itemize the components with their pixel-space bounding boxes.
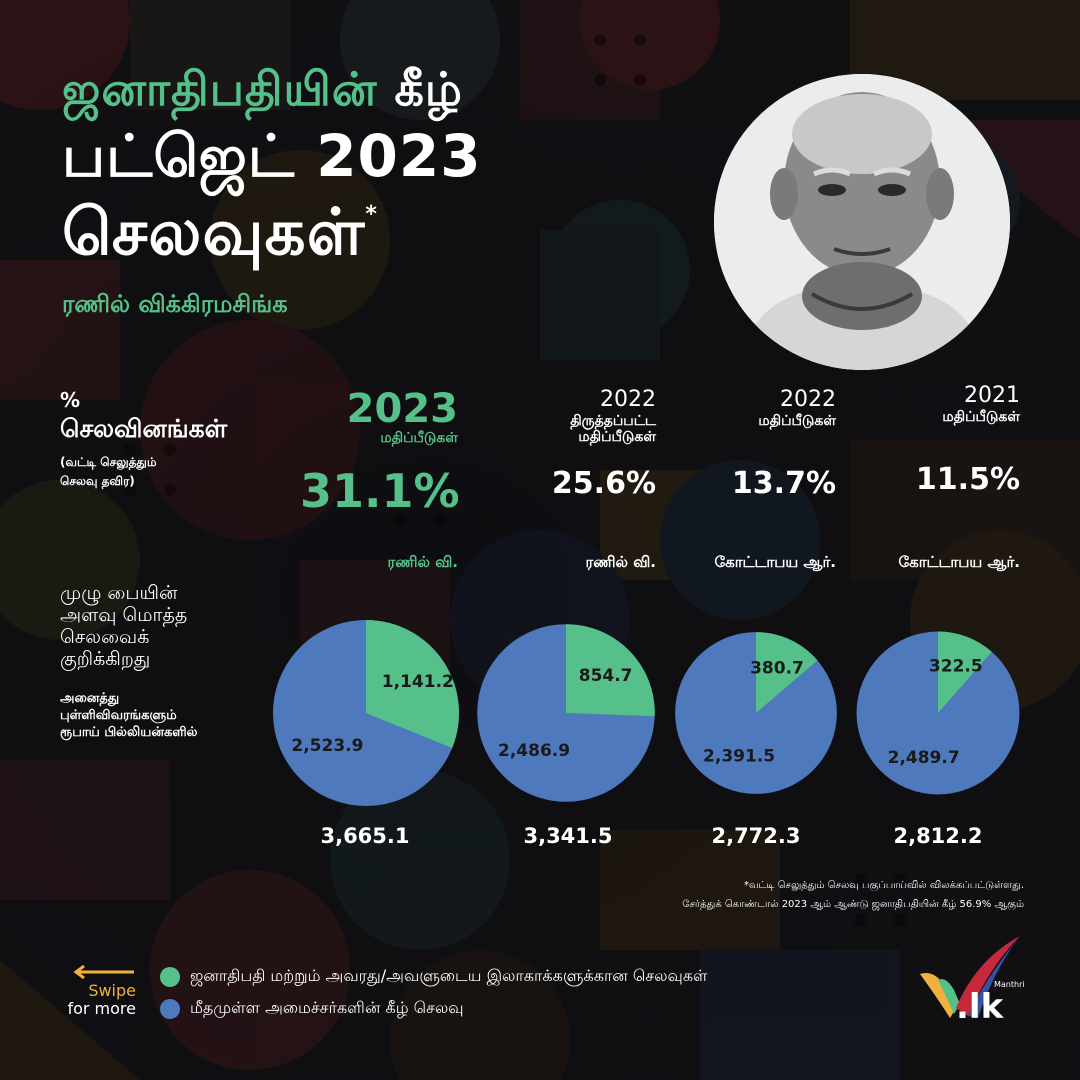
title-line-1: ஜனாதிபதியின் கீழ் — [62, 62, 463, 123]
pie-label-president-1: 854.7 — [579, 666, 633, 686]
total-2023: 3,665.1 — [320, 824, 410, 848]
pie-slice-president-1 — [566, 624, 655, 717]
col-3-person: கோட்டாபய ஆர். — [714, 553, 836, 571]
legend-item-president: ஜனாதிபதி மற்றும் அவரது/அவளுடைய இலாகாக்கள… — [160, 966, 707, 987]
title-white-word: கீழ் — [394, 62, 463, 116]
percent-sign: % — [60, 388, 81, 412]
footnote-line-1: *வட்டி செலுத்தும் செலவு பகுப்பாய்வில் வி… — [743, 880, 1024, 891]
expenditure-label: செலவினங்கள் — [60, 414, 228, 443]
col-4-person: கோட்டாபய ஆர். — [898, 553, 1020, 571]
pie-label-president-0: 1,141.2 — [382, 672, 454, 692]
title-line-3-text: செலவுகள் — [62, 196, 366, 270]
col-1-percent: 31.1% — [300, 464, 460, 518]
pie-size-note: முழு பையின் அளவு மொத்த செலவைக் குறிக்கிற… — [60, 582, 240, 670]
pie-size-note-line-1: முழு பையின் — [60, 582, 178, 604]
col-4-year: 2021 — [964, 383, 1020, 408]
logo-main-text: .lk — [956, 987, 1004, 1027]
col-2-year: 2022 — [600, 387, 656, 412]
checkmark-logo-icon: Manthri .lk — [916, 930, 1026, 1030]
logo-top-text: Manthri — [994, 980, 1025, 989]
arrow-left-icon — [73, 964, 134, 980]
pie-label-other-ministers-3: 2,489.7 — [888, 748, 960, 768]
col-1-person: ரணில் வி. — [387, 553, 459, 571]
legend-label-president: ஜனாதிபதி மற்றும் அவரது/அவளுடைய இலாகாக்கள… — [190, 966, 708, 985]
swipe-text: Swipe — [88, 981, 136, 1000]
pie-label-president-3: 322.5 — [929, 657, 983, 677]
title-green-word: ஜனாதிபதியின் — [62, 62, 378, 116]
units-note-line-1: அனைத்து — [60, 691, 120, 706]
legend-label-other-ministers: மீதமுள்ள அமைச்சர்களின் கீழ் செலவு — [190, 998, 464, 1017]
col-2-subtitle-2: மதிப்பீடுகள் — [578, 429, 656, 445]
pie-label-other-ministers-0: 2,523.9 — [291, 736, 363, 756]
title-line-2: பட்ஜெட் 2023 — [62, 122, 482, 190]
pie-slice-president-0 — [366, 620, 460, 748]
title-line-3: செலவுகள்* — [62, 196, 378, 278]
total-2021: 2,812.2 — [893, 824, 983, 848]
legend-dot-blue — [160, 998, 180, 1019]
units-note-line-2: புள்ளிவிவரங்களும் — [60, 708, 177, 723]
pie-slice-president-2 — [756, 632, 818, 713]
col-1-year: 2023 — [346, 386, 458, 432]
col-3-year: 2022 — [780, 387, 836, 412]
for-more-text: for more — [67, 999, 136, 1018]
total-2022: 2,772.3 — [711, 824, 801, 848]
col-2-percent: 25.6% — [551, 466, 656, 501]
pie-label-other-ministers-1: 2,486.9 — [498, 741, 570, 761]
footnote-line-2: சேர்த்துக் கொண்டால் 2023 ஆம் ஆண்டு ஜனாதி… — [682, 899, 1024, 910]
subtitle-name: ரணில் விக்கிரமசிங்க — [62, 290, 288, 318]
pie-size-note-line-2: அளவு மொத்த — [60, 604, 188, 626]
col-3-percent: 13.7% — [731, 466, 836, 501]
col-2-person: ரணில் வி. — [585, 553, 657, 571]
pie-size-note-line-3: செலவைக் — [60, 626, 150, 648]
interest-note-line-2: செலவு தவிர) — [60, 474, 135, 488]
person-portrait-icon — [714, 74, 1010, 370]
units-note: அனைத்து புள்ளிவிவரங்களும் ரூபாய் பில்லிய… — [60, 690, 260, 741]
col-3-subtitle: மதிப்பீடுகள் — [758, 413, 836, 429]
legend-dot-green — [160, 966, 180, 987]
pie-size-note-line-4: குறிக்கிறது — [60, 648, 151, 670]
pie-slice-president-3 — [938, 631, 992, 713]
units-note-line-3: ரூபாய் பில்லியன்களில் — [60, 725, 198, 740]
col-2-subtitle-1: திருத்தப்பட்ட — [570, 413, 656, 429]
pie-label-president-2: 380.7 — [750, 658, 804, 678]
col-4-subtitle: மதிப்பீடுகள் — [942, 409, 1020, 425]
swipe-hint[interactable]: Swipe for more — [56, 964, 136, 1019]
total-2022-revised: 3,341.5 — [523, 824, 613, 848]
pie-label-other-ministers-2: 2,391.5 — [703, 747, 775, 767]
percent-header: % செலவினங்கள் (வட்டி செலுத்தும் செலவு தவ… — [60, 388, 300, 491]
col-1-subtitle: மதிப்பீடுகள் — [380, 430, 458, 446]
legend-item-other-ministers: மீதமுள்ள அமைச்சர்களின் கீழ் செலவு — [160, 998, 464, 1019]
interest-note-line-1: (வட்டி செலுத்தும் — [60, 455, 157, 469]
col-4-percent: 11.5% — [915, 462, 1020, 497]
interest-note: (வட்டி செலுத்தும் செலவு தவிர) — [60, 453, 180, 491]
title-asterisk: * — [365, 202, 378, 227]
